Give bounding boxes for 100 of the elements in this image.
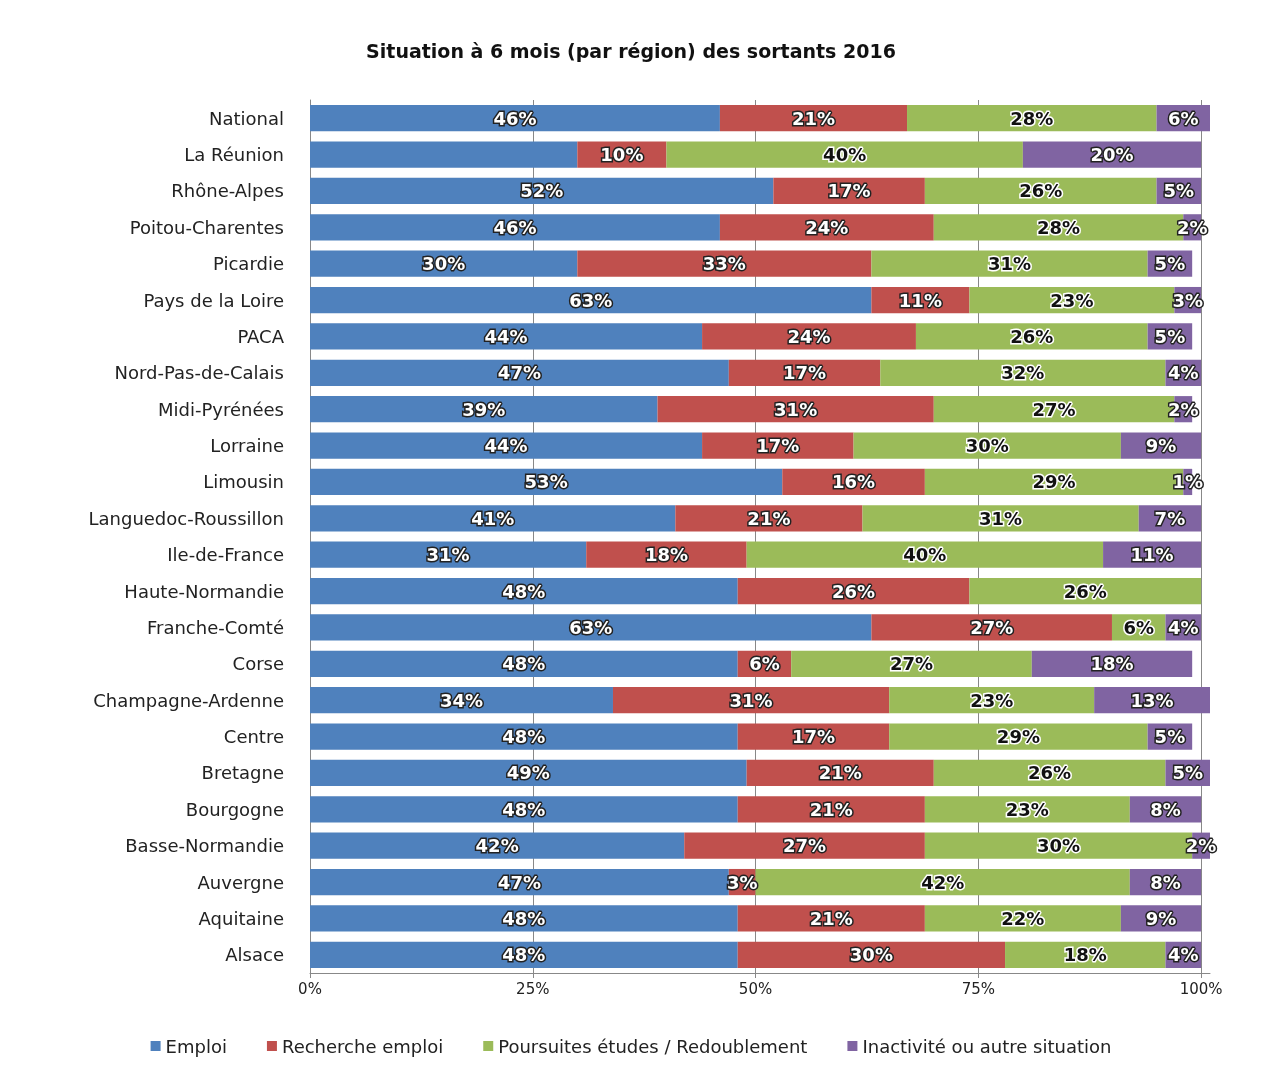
bar <box>310 250 578 277</box>
data-label: 23% <box>1005 798 1049 820</box>
data-label: 21% <box>818 762 862 784</box>
data-label: 48% <box>502 798 546 820</box>
y-tick-label: Poitou-Charentes <box>129 216 284 238</box>
bar <box>310 723 738 750</box>
bar <box>310 214 720 241</box>
bar <box>310 868 729 896</box>
y-tick-label: Auvergne <box>197 871 284 893</box>
chart-title: Situation à 6 mois (par région) des sortants 2016 <box>366 39 896 62</box>
bar <box>755 868 1130 896</box>
data-label: 34% <box>439 689 484 711</box>
x-tick-label: 75% <box>961 979 995 998</box>
bar <box>310 141 578 168</box>
bar <box>310 650 738 677</box>
data-label: 5% <box>1172 762 1203 784</box>
y-tick-label: Midi-Pyrénées <box>158 398 284 420</box>
data-label: 26% <box>1063 580 1107 602</box>
bar <box>310 905 738 932</box>
bar <box>924 905 1121 932</box>
bar <box>310 396 658 423</box>
bar <box>310 796 738 823</box>
data-label: 9% <box>1145 907 1177 929</box>
data-label: 32% <box>1001 362 1045 384</box>
data-label: 31% <box>987 253 1032 275</box>
data-label: 39% <box>462 398 506 420</box>
bar <box>657 396 934 423</box>
data-label: 27% <box>783 835 827 857</box>
data-label: 30% <box>1036 835 1081 857</box>
bar <box>577 250 872 277</box>
bar <box>862 505 1139 532</box>
data-label: 26% <box>1019 180 1063 202</box>
bar <box>310 359 729 386</box>
bar <box>310 541 587 568</box>
y-tick-label: Basse-Normandie <box>125 835 284 857</box>
data-label: 47% <box>497 362 541 384</box>
data-label: 52% <box>520 180 564 202</box>
data-label: 10% <box>600 144 644 166</box>
y-tick-label: Pays de la Loire <box>143 289 284 311</box>
bar <box>310 105 720 132</box>
y-tick-label: Alsace <box>225 944 284 966</box>
data-label: 9% <box>1145 435 1177 457</box>
data-label: 16% <box>832 471 876 493</box>
bar <box>310 687 613 714</box>
data-label: 44% <box>484 435 528 457</box>
data-label: 31% <box>979 507 1023 529</box>
data-label: 48% <box>502 907 546 929</box>
bar <box>310 577 738 605</box>
data-label: 18% <box>1090 653 1134 675</box>
data-label: 49% <box>506 762 550 784</box>
data-label: 41% <box>471 507 515 529</box>
bar <box>737 905 925 932</box>
data-label: 23% <box>970 689 1014 711</box>
data-label: 6% <box>1123 616 1154 638</box>
data-label: 7% <box>1154 507 1186 529</box>
legend-label: Inactivité ou autre situation <box>862 1035 1112 1057</box>
data-label: 31% <box>729 689 773 711</box>
data-label: 48% <box>502 944 546 966</box>
data-label: 40% <box>823 144 867 166</box>
x-tick-label: 100% <box>1179 979 1223 998</box>
y-tick-label: Franche-Comté <box>146 616 284 638</box>
data-label: 24% <box>805 216 849 238</box>
data-label: 11% <box>1130 544 1174 566</box>
data-label: 11% <box>898 289 942 311</box>
y-tick-label: National <box>208 107 284 129</box>
data-label: 13% <box>1130 689 1174 711</box>
data-label: 47% <box>497 871 541 893</box>
bar <box>880 359 1166 386</box>
bar <box>853 432 1121 459</box>
data-label: 63% <box>569 616 613 638</box>
bar <box>871 250 1148 277</box>
x-tick-label: 50% <box>738 979 773 998</box>
y-tick-label: Ile-de-France <box>167 544 284 566</box>
data-label: 17% <box>783 362 827 384</box>
bar <box>310 177 774 205</box>
y-tick-label: Languedoc-Roussillon <box>88 507 284 529</box>
data-label: 27% <box>970 616 1014 638</box>
data-label: 27% <box>1032 398 1076 420</box>
data-label: 4% <box>1167 944 1199 966</box>
data-label: 26% <box>1010 325 1054 347</box>
data-label: 42% <box>921 871 965 893</box>
data-label: 24% <box>787 325 831 347</box>
y-tick-label: Bretagne <box>201 762 284 784</box>
y-tick-label: Limousin <box>203 471 284 493</box>
legend-label: Recherche emploi <box>281 1035 444 1057</box>
data-label: 48% <box>502 653 546 675</box>
data-label: 29% <box>1032 471 1076 493</box>
data-label: 46% <box>493 107 537 129</box>
data-label: 5% <box>1154 726 1186 748</box>
data-label: 5% <box>1163 180 1195 202</box>
data-label: 44% <box>484 325 528 347</box>
data-label: 18% <box>1063 944 1107 966</box>
y-tick-label: Aquitaine <box>198 907 284 929</box>
data-label: 33% <box>702 253 746 275</box>
x-tick-label: 0% <box>298 979 322 998</box>
y-tick-label: Picardie <box>213 253 284 275</box>
bar <box>889 723 1148 750</box>
bar <box>310 614 872 641</box>
data-label: 30% <box>849 944 893 966</box>
y-tick-label: Haute-Normandie <box>124 580 284 602</box>
